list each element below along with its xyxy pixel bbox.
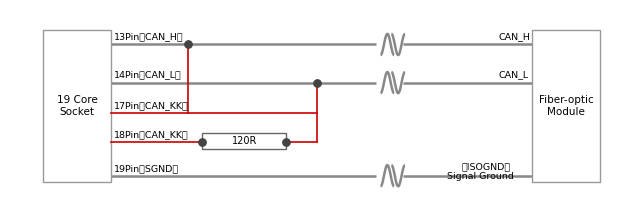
Text: Fiber-optic
Module: Fiber-optic Module xyxy=(539,95,593,117)
Point xyxy=(281,140,291,144)
Bar xyxy=(202,133,286,149)
Text: 19Pin（SGND）: 19Pin（SGND） xyxy=(114,164,179,173)
Text: 17Pin（CAN_KK）: 17Pin（CAN_KK） xyxy=(114,101,189,110)
Text: 19 Core
Socket: 19 Core Socket xyxy=(57,95,97,117)
Text: （ISOGND）: （ISOGND） xyxy=(462,162,511,172)
Text: CAN_H: CAN_H xyxy=(499,32,531,41)
Text: 18Pin（CAN_KK）: 18Pin（CAN_KK） xyxy=(114,130,189,139)
Point xyxy=(312,81,322,84)
Text: Signal Ground: Signal Ground xyxy=(447,172,514,181)
Bar xyxy=(43,30,111,182)
Point xyxy=(197,140,207,144)
Bar xyxy=(533,30,600,182)
Text: 13Pin（CAN_H）: 13Pin（CAN_H） xyxy=(114,32,183,41)
Point xyxy=(183,43,193,46)
Text: 14Pin（CAN_L）: 14Pin（CAN_L） xyxy=(114,70,181,79)
Text: CAN_L: CAN_L xyxy=(499,70,529,79)
Text: 120R: 120R xyxy=(232,136,257,146)
